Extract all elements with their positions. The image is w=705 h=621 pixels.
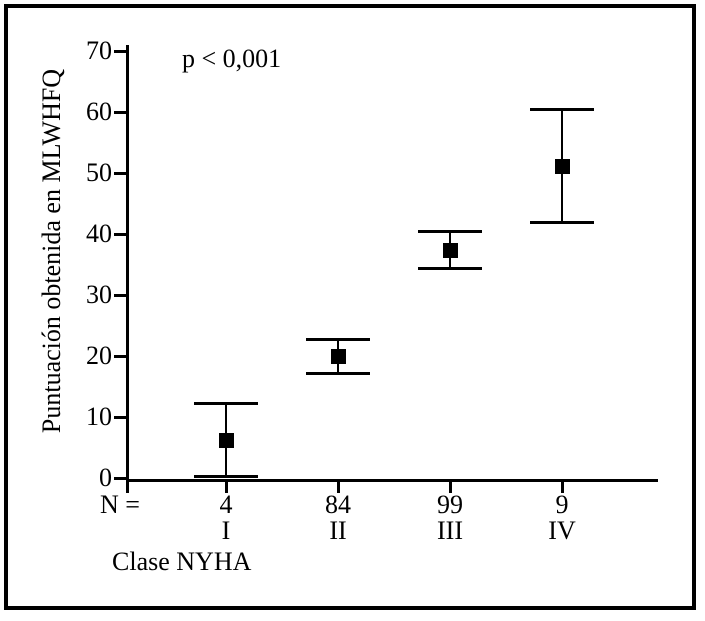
x-axis-tick xyxy=(449,482,452,493)
n-equals-label: N = xyxy=(100,490,140,519)
error-bar-cap-bottom xyxy=(306,372,370,375)
y-axis-tick xyxy=(114,355,128,358)
error-bar-cap-bottom xyxy=(194,475,258,478)
error-bar-cap-top xyxy=(194,402,258,405)
class-label: II xyxy=(329,516,347,545)
mean-marker xyxy=(443,243,458,258)
n-value: 84 xyxy=(325,490,351,519)
n-value: 9 xyxy=(555,490,569,519)
y-tick-label: 50 xyxy=(86,158,112,187)
x-axis-line xyxy=(128,479,658,482)
mean-marker xyxy=(555,159,570,174)
y-axis-tick xyxy=(114,172,128,175)
y-tick-label: 30 xyxy=(86,280,112,309)
y-axis-tick xyxy=(114,50,128,53)
y-tick-label: 20 xyxy=(86,341,112,370)
y-axis-tick xyxy=(114,111,128,114)
n-value: 99 xyxy=(437,490,463,519)
figure-border-frame xyxy=(4,4,696,610)
y-tick-label: 40 xyxy=(86,219,112,248)
error-bar-cap-bottom xyxy=(418,267,482,270)
x-axis-tick xyxy=(337,482,340,493)
mean-marker xyxy=(219,433,234,448)
y-axis-tick xyxy=(114,294,128,297)
x-axis-tick xyxy=(561,482,564,493)
class-label: I xyxy=(221,516,231,545)
y-axis-tick xyxy=(114,477,128,480)
x-axis-title: Clase NYHA xyxy=(112,547,252,576)
error-bar-cap-top xyxy=(530,108,594,111)
y-axis-tick xyxy=(114,233,128,236)
error-bar-cap-bottom xyxy=(530,221,594,224)
class-label: IV xyxy=(548,516,576,545)
y-tick-label: 60 xyxy=(86,97,112,126)
x-axis-tick xyxy=(225,482,228,493)
y-tick-label: 10 xyxy=(86,402,112,431)
y-tick-label: 0 xyxy=(99,463,112,492)
error-bar-cap-top xyxy=(306,338,370,341)
y-tick-label: 70 xyxy=(86,36,112,65)
p-value-annotation: p < 0,001 xyxy=(182,44,282,73)
mean-marker xyxy=(331,349,346,364)
error-bar-cap-top xyxy=(418,230,482,233)
class-label: III xyxy=(437,516,463,545)
n-value: 4 xyxy=(219,490,233,519)
y-axis-line xyxy=(126,45,129,493)
y-axis-tick xyxy=(114,416,128,419)
